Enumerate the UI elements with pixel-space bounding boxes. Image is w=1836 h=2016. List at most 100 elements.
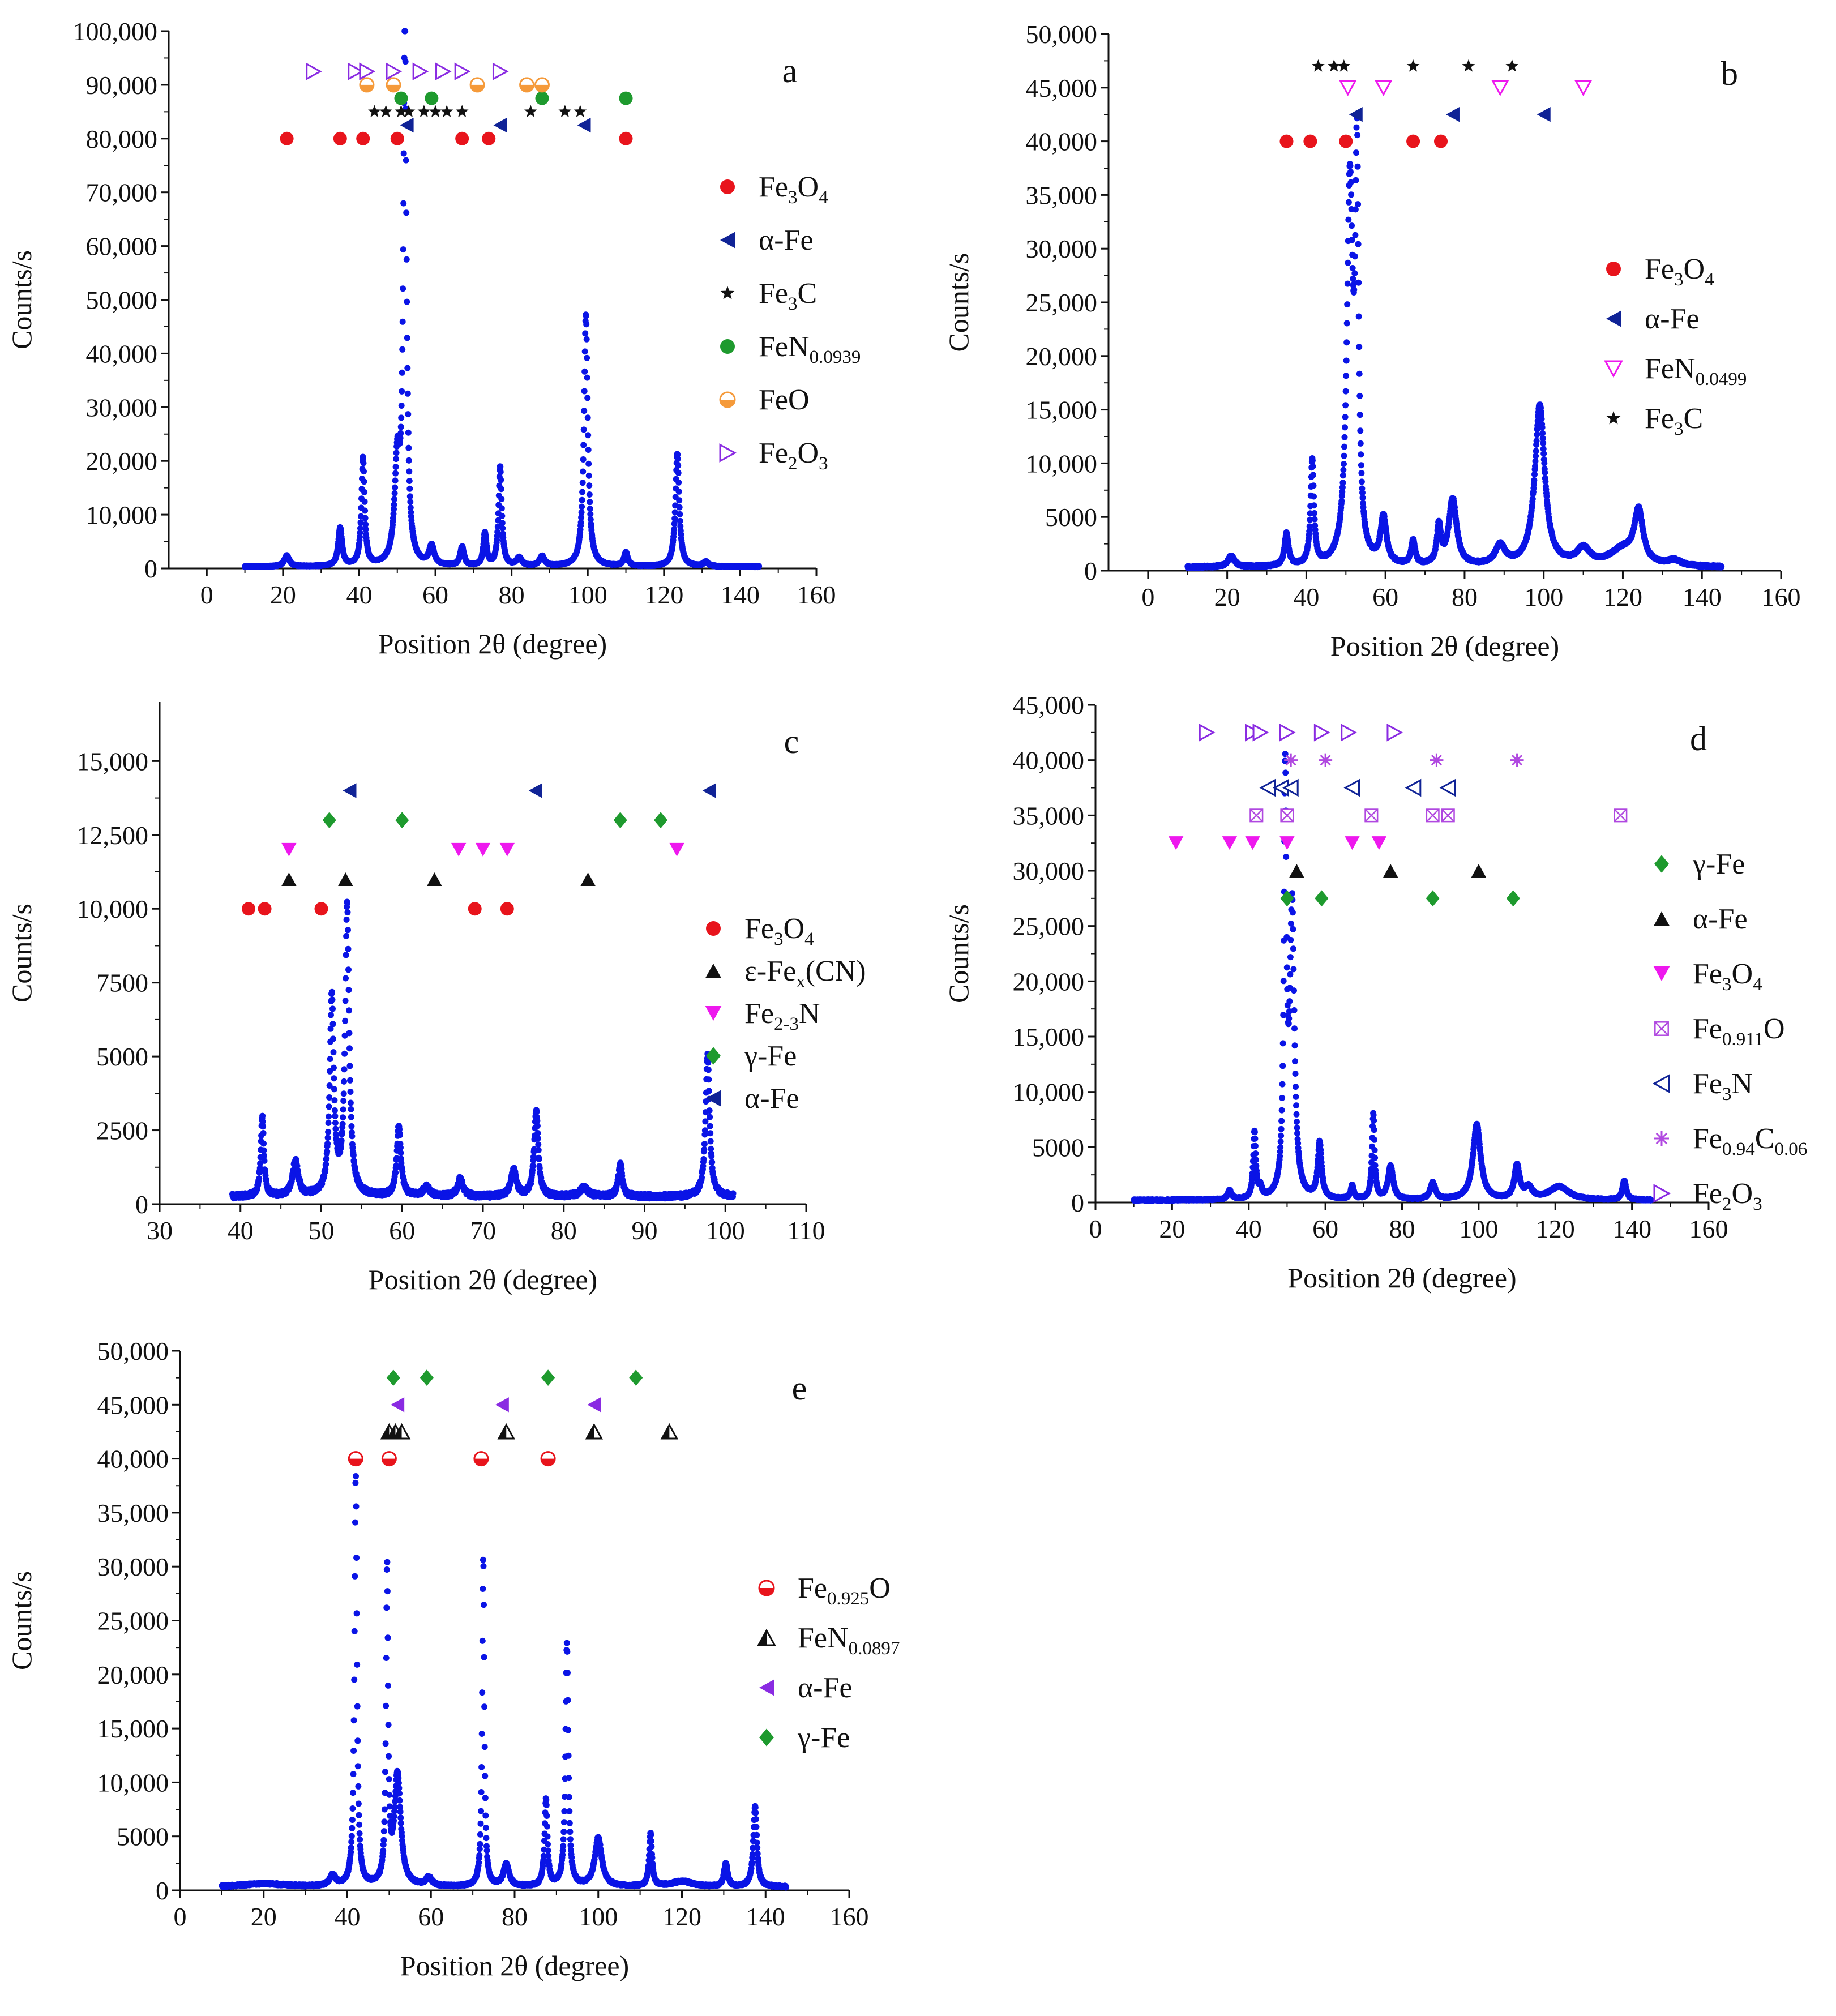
data-point <box>331 1097 338 1104</box>
data-point <box>404 298 410 305</box>
data-point <box>400 200 407 207</box>
panel-a: 010,00020,00030,00040,00050,00060,00070,… <box>6 17 861 660</box>
phase-marker <box>400 117 414 133</box>
data-point <box>583 321 590 328</box>
data-point <box>399 388 405 395</box>
data-point <box>674 456 681 462</box>
legend-marker <box>1606 262 1621 276</box>
data-point <box>400 150 407 157</box>
data-point <box>400 285 406 292</box>
phase-markers-circle <box>1279 134 1448 148</box>
phase-marker <box>574 105 587 118</box>
data-point <box>1353 149 1359 156</box>
data-point <box>344 909 351 916</box>
data-point <box>1358 478 1365 485</box>
data-point <box>392 464 399 470</box>
y-tick-label: 5000 <box>96 1042 148 1071</box>
x-axis-title: Position 2θ (degree) <box>369 1264 597 1295</box>
data-point <box>1359 494 1366 501</box>
phase-marker <box>535 91 549 105</box>
x-tick-label: 100 <box>1524 583 1563 611</box>
data-point <box>261 1157 268 1164</box>
data-point <box>1311 493 1317 500</box>
data-point <box>676 497 683 504</box>
data-point <box>1538 416 1545 422</box>
data-point <box>329 988 335 995</box>
legend-label: Fe2O3 <box>759 437 828 474</box>
data-point <box>1356 370 1363 377</box>
legend-marker <box>720 286 735 299</box>
data-point <box>402 28 409 35</box>
data-point <box>581 388 588 395</box>
data-point <box>756 563 763 570</box>
data-point <box>581 348 588 355</box>
data-point <box>1355 201 1362 208</box>
data-point <box>1356 412 1363 418</box>
data-point <box>330 1049 337 1056</box>
data-point <box>671 526 678 533</box>
data-point <box>1358 462 1364 469</box>
data-point <box>1534 431 1540 438</box>
data-point <box>391 496 397 503</box>
data-point <box>1344 280 1351 287</box>
phase-marker <box>306 62 322 80</box>
legend-label: Fe3C <box>759 277 817 314</box>
data-point <box>1355 313 1362 320</box>
data-point <box>1311 502 1317 509</box>
data-point <box>534 1123 541 1129</box>
phase-marker <box>1434 134 1448 148</box>
x-tick-label: 70 <box>470 1216 496 1245</box>
data-point <box>586 482 593 489</box>
phase-marker <box>519 77 535 93</box>
data-point <box>1358 451 1364 458</box>
data-point <box>497 463 504 470</box>
phase-marker <box>619 131 633 145</box>
data-point <box>361 468 367 475</box>
data-point <box>339 1120 346 1127</box>
y-tick-label: 50,000 <box>1026 20 1098 49</box>
data-point <box>581 368 588 375</box>
data-point <box>675 469 682 476</box>
data-point <box>1352 232 1359 238</box>
y-tick-label: 50,000 <box>86 286 158 315</box>
phase-marker <box>386 77 401 93</box>
data-point <box>360 455 366 461</box>
data-point <box>329 996 336 1003</box>
x-tick-label: 160 <box>797 580 836 609</box>
data-point <box>534 1135 541 1142</box>
data-point <box>587 499 593 506</box>
data-point <box>342 1017 349 1024</box>
data-point <box>581 408 588 414</box>
data-point <box>1541 460 1548 466</box>
y-tick-label: 15,000 <box>77 747 149 776</box>
data-point <box>534 1130 541 1136</box>
data-point <box>343 916 350 923</box>
x-tick-label: 30 <box>147 1216 173 1245</box>
data-point <box>584 414 591 421</box>
data-point <box>362 515 369 521</box>
x-tick-label: 80 <box>499 580 525 609</box>
data-point <box>325 1128 332 1135</box>
data-point <box>1343 339 1350 346</box>
data-point <box>585 472 592 479</box>
data-point <box>362 521 369 528</box>
phase-marker <box>493 117 507 133</box>
phase-marker <box>482 131 496 145</box>
legend-marker <box>719 391 736 408</box>
data-point <box>342 998 349 1004</box>
data-point <box>406 493 413 500</box>
data-point <box>350 1152 357 1159</box>
data-point <box>405 457 412 464</box>
data-point <box>343 932 350 939</box>
x-tick-label: 80 <box>1452 583 1478 611</box>
data-point <box>677 517 683 524</box>
y-tick-label: 15,000 <box>1026 396 1098 425</box>
data-point <box>1309 463 1316 470</box>
data-point <box>1356 392 1363 399</box>
data-point <box>1343 357 1350 364</box>
data-point <box>536 1155 542 1162</box>
data-point <box>585 432 592 439</box>
